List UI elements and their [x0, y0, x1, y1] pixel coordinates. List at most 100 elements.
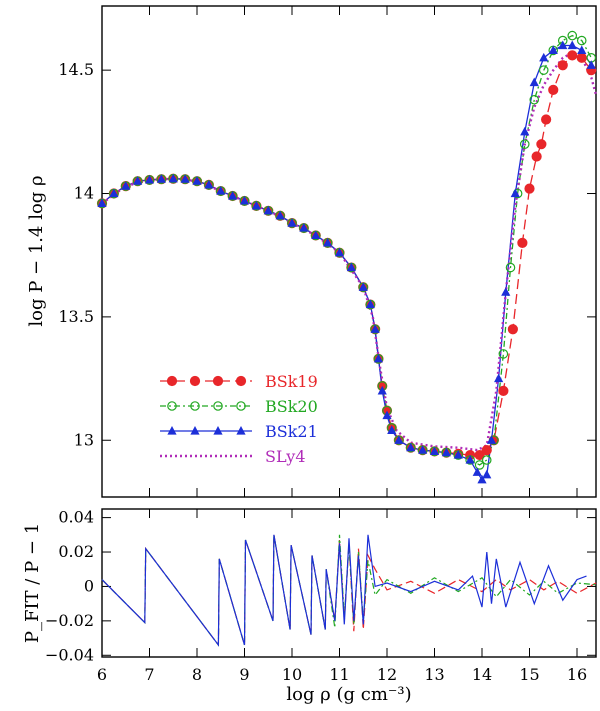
bottom-series: [101, 534, 597, 647]
x-tick-label: 10: [282, 665, 302, 684]
point-bsk19: [507, 324, 518, 335]
point-bsk21: [494, 373, 504, 383]
point-bsk21: [144, 174, 155, 184]
point-bsk20: [481, 455, 492, 465]
point-bsk21: [204, 179, 214, 189]
point-bsk20: [474, 460, 485, 470]
legend-marker: [213, 401, 223, 411]
top-y-tick-label: 13.5: [58, 307, 94, 326]
point-bsk21: [520, 126, 530, 136]
x-axis-label: log ρ (g cm⁻³): [286, 684, 411, 705]
point-bsk20: [576, 35, 587, 46]
bottom-y-tick-label: −0.04: [45, 645, 94, 664]
legend-item-bsk21: BSk21: [160, 422, 318, 441]
point-bsk20: [519, 139, 530, 149]
point-bsk21: [382, 410, 392, 420]
point-bsk21: [168, 173, 178, 183]
legend-marker: [212, 375, 224, 387]
bottom-y-tick-label: 0.02: [58, 542, 94, 561]
point-bsk21: [586, 60, 596, 69]
x-tick-label: 6: [97, 665, 107, 684]
point-bsk21: [558, 40, 568, 50]
line-bsk21: [101, 44, 592, 481]
top-panel: 13 13.5 14 14.5 log P − 1.4 log ρ BSk19 BSk2…: [26, 5, 598, 498]
legend-item-bsk19: BSk19: [160, 372, 318, 391]
legend-marker: [190, 426, 200, 435]
point-bsk21: [275, 210, 285, 220]
top-ticks: 13 13.5 14 14.5: [58, 6, 596, 497]
point-bsk21: [453, 450, 463, 459]
point-bsk21: [228, 190, 238, 200]
point-bsk19: [541, 114, 552, 125]
point-bsk21: [287, 218, 297, 227]
point-bsk21: [387, 425, 397, 434]
residual-bsk21: [101, 534, 587, 647]
point-bsk21: [311, 230, 321, 240]
point-bsk21: [577, 45, 587, 55]
bottom-plot-frame: [101, 508, 597, 658]
point-bsk21: [251, 200, 261, 210]
point-bsk19: [531, 151, 542, 162]
top-series: [96, 30, 598, 484]
point-bsk21: [529, 77, 539, 87]
point-bsk19: [498, 385, 509, 397]
point-bsk21: [97, 198, 107, 207]
point-bsk20: [538, 65, 549, 75]
legend-item-bsk20: BSk20: [160, 397, 318, 416]
legend-marker: [236, 426, 246, 435]
legend-marker: [235, 375, 247, 387]
point-bsk19: [481, 445, 492, 456]
point-bsk21: [501, 287, 511, 296]
point-bsk21: [486, 435, 497, 444]
legend-label: BSk20: [265, 397, 318, 416]
point-bsk21: [370, 324, 380, 333]
legend-marker: [167, 401, 177, 411]
point-bsk19: [557, 60, 568, 71]
point-bsk21: [465, 454, 475, 464]
x-tick-label: 9: [239, 665, 249, 684]
point-bsk21: [548, 45, 558, 55]
top-plot-frame: [101, 5, 597, 498]
point-bsk19: [474, 449, 485, 461]
x-tick-label: 7: [144, 665, 154, 684]
point-bsk21: [216, 186, 226, 195]
legend-marker: [190, 401, 200, 411]
top-y-tick-label: 14.5: [58, 60, 94, 79]
point-bsk21: [121, 181, 131, 190]
bottom-y-tick-label: 0: [84, 576, 94, 595]
line-bsk19: [101, 54, 592, 456]
bottom-panel: 6 7 8 9 10 11 12 13 14 15 16 −0.04 −0.02 0 0.02 0.04 P_…: [22, 508, 597, 705]
top-y-tick-label: 13: [74, 430, 94, 449]
legend-label: BSk19: [265, 372, 318, 391]
point-bsk21: [133, 176, 143, 185]
legend-label: BSk21: [265, 422, 318, 441]
x-tick-label: 12: [377, 665, 397, 684]
top-y-label: log P − 1.4 log ρ: [26, 175, 47, 326]
point-bsk21: [539, 52, 549, 62]
line-bsk20: [101, 34, 592, 466]
bottom-y-tick-label: 0.04: [58, 508, 94, 527]
point-bsk21: [567, 40, 577, 50]
bottom-y-label: P_FIT / P − 1: [22, 523, 43, 643]
bottom-ticks: 6 7 8 9 10 11 12 13 14 15 16 −0.04 −0.02 0 0.02 0.04: [45, 508, 596, 684]
point-bsk19: [567, 50, 578, 61]
legend-marker: [167, 426, 177, 435]
point-bsk20: [498, 349, 509, 359]
point-bsk21: [394, 435, 404, 444]
point-bsk21: [365, 299, 375, 309]
point-bsk19: [548, 84, 559, 95]
legend: BSk19 BSk20 BSk21 SLy4: [160, 372, 318, 466]
top-y-axis-label: log P − 1.4 log ρ: [26, 175, 47, 326]
point-bsk21: [477, 474, 487, 484]
point-bsk21: [358, 282, 368, 291]
legend-item-sly4: SLy4: [160, 447, 306, 466]
x-tick-label: 16: [567, 665, 587, 684]
point-bsk21: [299, 223, 309, 232]
point-bsk21: [510, 188, 520, 198]
point-bsk19: [576, 52, 587, 63]
point-bsk21: [406, 442, 416, 452]
point-bsk19: [524, 183, 535, 194]
point-bsk21: [334, 247, 345, 257]
point-bsk21: [441, 447, 451, 457]
